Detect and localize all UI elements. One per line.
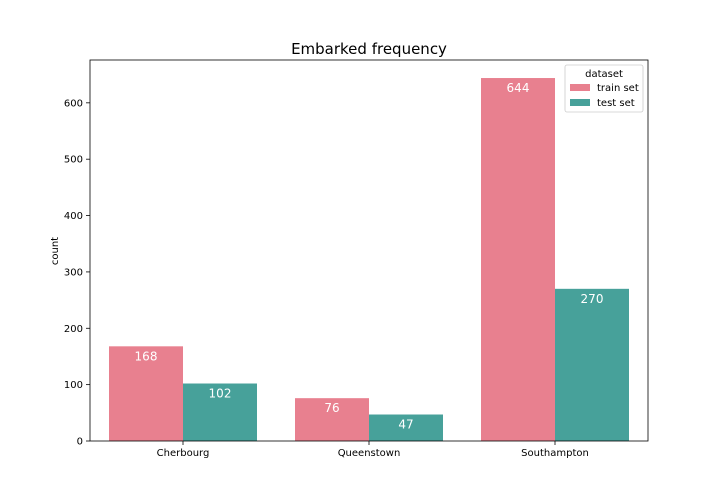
plot-frame — [89, 59, 649, 442]
bar-southampton-test-set — [555, 288, 629, 441]
bar-label-cherbourg-train-set: 168 — [135, 349, 158, 363]
bar-cherbourg-test-set — [183, 383, 257, 441]
y-axis: 0 100 200 300 400 500 600 — [64, 98, 90, 448]
y-tick-label: 300 — [64, 267, 83, 278]
legend-title: dataset — [585, 69, 623, 80]
bars-group: 168 102 76 47 644 270 — [109, 78, 629, 442]
bar-label-southampton-train-set: 644 — [507, 81, 530, 95]
chart-title: Embarked frequency — [291, 40, 447, 58]
y-tick-label: 500 — [64, 155, 83, 166]
y-tick-label: 400 — [64, 211, 83, 222]
bar-cherbourg-train-set — [109, 346, 183, 441]
legend-label-train-set: train set — [597, 83, 639, 94]
bar-label-cherbourg-test-set: 102 — [209, 387, 232, 401]
y-tick-label: 200 — [64, 324, 83, 335]
legend-swatch-train-set — [570, 84, 590, 91]
bar-label-queenstown-test-set: 47 — [398, 418, 413, 432]
y-axis-label: count — [50, 237, 61, 265]
bar-label-queenstown-train-set: 76 — [324, 401, 339, 415]
x-axis: Cherbourg Queenstown Southampton — [157, 441, 589, 459]
bar-label-southampton-test-set: 270 — [581, 292, 604, 306]
x-tick-label: Southampton — [521, 448, 589, 459]
y-tick-label: 0 — [77, 437, 83, 448]
legend-swatch-test-set — [570, 99, 590, 106]
y-tick-label: 100 — [64, 380, 83, 391]
legend-label-test-set: test set — [597, 98, 635, 109]
x-tick-label: Queenstown — [338, 448, 401, 459]
bar-southampton-train-set — [481, 78, 555, 442]
legend: dataset train set test set — [564, 64, 644, 113]
bar-queenstown-test-set — [369, 414, 443, 441]
x-tick-label: Cherbourg — [157, 448, 210, 459]
bar-queenstown-train-set — [295, 398, 369, 441]
y-tick-label: 600 — [64, 98, 83, 109]
